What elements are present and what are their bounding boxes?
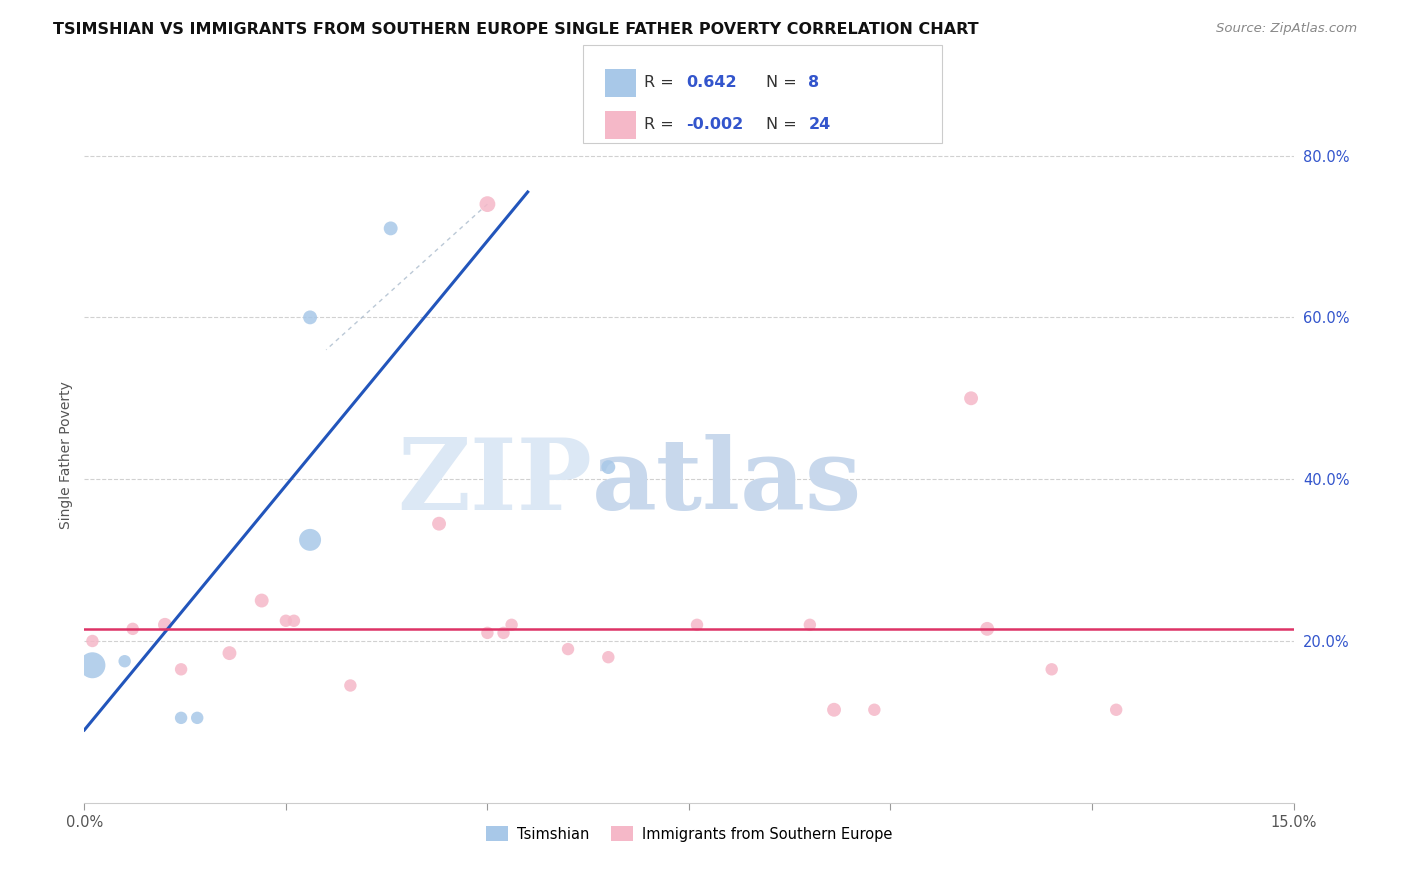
Point [823,703,845,717]
Point [477,626,499,640]
Point [427,516,450,531]
Point [299,310,322,325]
Point [82,658,104,673]
Point [598,460,620,475]
Text: 0.642: 0.642 [686,76,737,90]
Point [501,617,523,632]
Point [283,614,305,628]
Point [170,662,193,676]
Point [82,634,104,648]
Point [1040,662,1063,676]
Text: Source: ZipAtlas.com: Source: ZipAtlas.com [1216,22,1357,36]
Point [557,642,579,657]
Point [380,221,402,235]
Point [799,617,821,632]
Point [976,622,998,636]
Point [186,711,208,725]
Text: R =: R = [644,76,673,90]
Text: N =: N = [766,76,797,90]
Point [114,654,136,668]
Text: 8: 8 [808,76,820,90]
Point [299,533,322,547]
Text: ZIP: ZIP [398,434,592,532]
Point [218,646,240,660]
Point [492,626,515,640]
Point [1105,703,1128,717]
Text: N =: N = [766,118,797,132]
Text: R =: R = [644,118,673,132]
Point [339,678,361,692]
Point [274,614,297,628]
Text: TSIMSHIAN VS IMMIGRANTS FROM SOUTHERN EUROPE SINGLE FATHER POVERTY CORRELATION C: TSIMSHIAN VS IMMIGRANTS FROM SOUTHERN EU… [53,22,979,37]
Point [598,650,620,665]
Point [477,197,499,211]
Y-axis label: Single Father Poverty: Single Father Poverty [59,381,73,529]
Point [686,617,709,632]
Point [960,392,983,406]
Text: -0.002: -0.002 [686,118,744,132]
Point [250,593,273,607]
Text: atlas: atlas [592,434,862,532]
Text: 24: 24 [808,118,831,132]
Point [153,617,176,632]
Point [863,703,886,717]
Point [121,622,143,636]
Point [170,711,193,725]
Legend: Tsimshian, Immigrants from Southern Europe: Tsimshian, Immigrants from Southern Euro… [481,821,897,847]
